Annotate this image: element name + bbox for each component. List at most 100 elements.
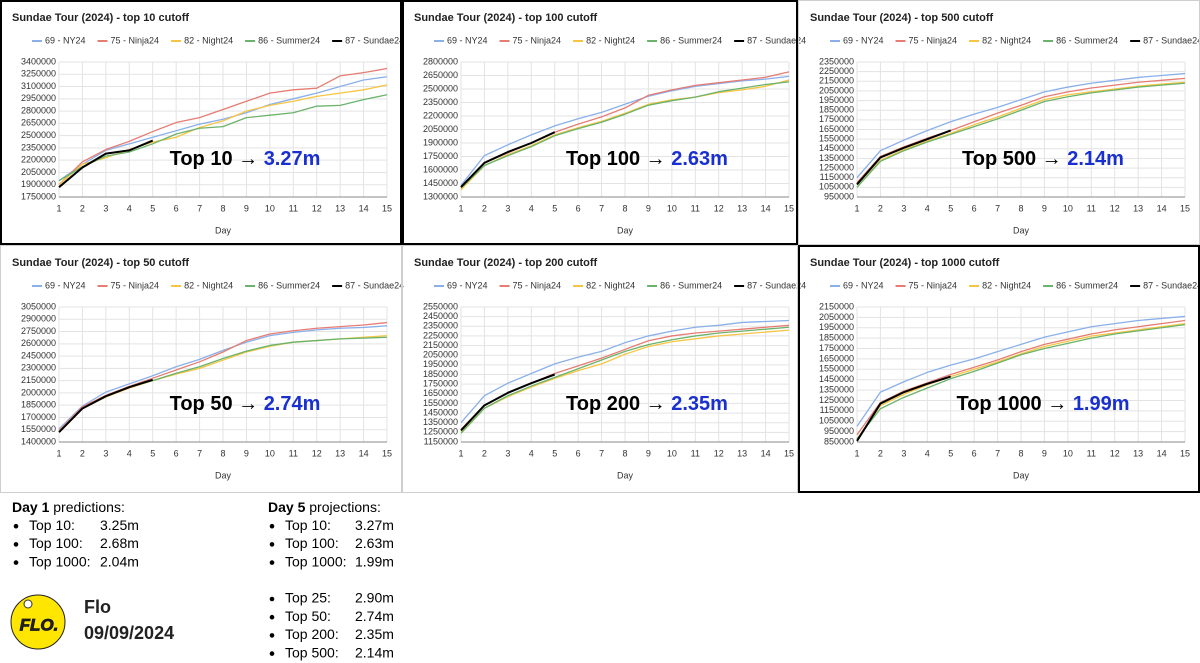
legend-label: 87 - Sundae24 [1143, 35, 1200, 45]
y-tick-label: 1400000 [21, 436, 56, 446]
y-tick-label: 1900000 [423, 137, 458, 147]
x-tick-label: 10 [265, 203, 275, 213]
y-tick-label: 1850000 [423, 369, 458, 379]
panel-border [0, 245, 402, 493]
y-tick-label: 2800000 [21, 105, 56, 115]
legend-label: 75 - Ninja24 [513, 35, 562, 45]
x-tick-label: 6 [174, 448, 179, 458]
y-tick-label: 1550000 [819, 364, 854, 374]
x-tick-label: 3 [505, 203, 510, 213]
x-tick-label: 13 [335, 203, 345, 213]
x-tick-label: 9 [1042, 203, 1047, 213]
chart-title: Sundae Tour (2024) - top 1000 cutoff [810, 257, 1000, 269]
legend-label: 86 - Summer24 [660, 35, 722, 45]
y-tick-label: 2000000 [21, 387, 56, 397]
panel-border [402, 0, 798, 245]
y-tick-label: 2250000 [819, 66, 854, 76]
y-tick-label: 1750000 [819, 343, 854, 353]
bullet [13, 560, 19, 565]
x-tick-label: 14 [1157, 203, 1167, 213]
y-tick-label: 2200000 [423, 110, 458, 120]
heading-rest: projections: [305, 499, 380, 515]
x-tick-label: 15 [382, 203, 392, 213]
x-tick-label: 7 [197, 203, 202, 213]
x-tick-label: 2 [482, 448, 487, 458]
item-value: 2.35m [355, 626, 394, 642]
legend-label: 75 - Ninja24 [111, 35, 160, 45]
y-tick-label: 2900000 [21, 314, 56, 324]
x-tick-label: 10 [1063, 448, 1073, 458]
y-tick-label: 1450000 [819, 143, 854, 153]
y-tick-label: 3250000 [21, 69, 56, 79]
item-value: 2.90m [355, 590, 394, 606]
legend-label: 82 - Night24 [184, 280, 233, 290]
x-tick-label: 12 [714, 203, 724, 213]
x-tick-label: 7 [995, 448, 1000, 458]
annotation-value: 2.35m [671, 393, 728, 415]
x-tick-label: 15 [784, 203, 794, 213]
x-tick-label: 6 [174, 203, 179, 213]
legend-label: 75 - Ninja24 [909, 280, 958, 290]
x-tick-label: 14 [359, 203, 369, 213]
x-tick-label: 3 [103, 203, 108, 213]
y-tick-label: 1450000 [423, 407, 458, 417]
series-line [460, 319, 790, 424]
legend-label: 86 - Summer24 [1056, 280, 1118, 290]
series-line [58, 67, 388, 186]
panel-border [402, 245, 798, 493]
chart-title: Sundae Tour (2024) - top 100 cutoff [414, 12, 597, 24]
x-tick-label: 15 [382, 448, 392, 458]
annotation: Top 200 → 2.35m [566, 393, 728, 415]
x-tick-label: 12 [312, 203, 322, 213]
item-value: 2.04m [100, 553, 139, 569]
item-value: 2.68m [100, 535, 139, 551]
legend-label: 82 - Night24 [586, 35, 635, 45]
series-line [856, 81, 1186, 188]
x-tick-label: 1 [56, 203, 61, 213]
legend-label: 87 - Sundae24 [345, 280, 404, 290]
series-line [460, 326, 790, 434]
x-tick-label: 4 [127, 448, 132, 458]
y-tick-label: 2300000 [21, 363, 56, 373]
legend-label: 86 - Summer24 [1056, 35, 1118, 45]
series-line [460, 373, 556, 432]
series-line [58, 378, 154, 433]
x-tick-label: 8 [1018, 203, 1023, 213]
logo-text: FLO. [20, 615, 59, 634]
bullet [269, 596, 275, 602]
x-tick-label: 6 [972, 203, 977, 213]
x-tick-label: 10 [1063, 203, 1073, 213]
y-tick-label: 2500000 [423, 83, 458, 93]
y-tick-label: 2800000 [423, 56, 458, 66]
x-tick-label: 8 [622, 203, 627, 213]
y-tick-label: 1850000 [21, 400, 56, 410]
legend-label: 86 - Summer24 [660, 280, 722, 290]
series-line [58, 325, 388, 430]
item-label: Top 10: [29, 517, 75, 533]
legend-label: 87 - Sundae24 [1143, 280, 1200, 290]
chart-title: Sundae Tour (2024) - top 500 cutoff [810, 12, 993, 24]
y-tick-label: 1050000 [819, 416, 854, 426]
x-tick-label: 11 [1087, 203, 1096, 213]
annotation-text: Top 1000 → [956, 393, 1067, 415]
y-tick-label: 1950000 [819, 322, 854, 332]
x-tick-label: 8 [622, 448, 627, 458]
annotation-text: Top 10 → [170, 148, 259, 170]
x-tick-label: 1 [854, 448, 859, 458]
y-tick-label: 2350000 [423, 321, 458, 331]
x-tick-label: 14 [359, 448, 369, 458]
x-tick-label: 12 [714, 448, 724, 458]
y-tick-label: 1900000 [21, 179, 56, 189]
annotation: Top 10 → 3.27m [170, 148, 321, 170]
y-tick-label: 1850000 [819, 333, 854, 343]
x-tick-label: 9 [244, 448, 249, 458]
y-tick-label: 2050000 [819, 85, 854, 95]
y-tick-label: 2150000 [21, 375, 56, 385]
y-tick-label: 2550000 [423, 301, 458, 311]
x-tick-label: 8 [220, 203, 225, 213]
x-tick-label: 8 [1018, 448, 1023, 458]
y-tick-label: 1850000 [819, 105, 854, 115]
x-tick-label: 6 [576, 203, 581, 213]
y-tick-label: 1150000 [820, 172, 854, 182]
x-tick-label: 4 [925, 448, 930, 458]
